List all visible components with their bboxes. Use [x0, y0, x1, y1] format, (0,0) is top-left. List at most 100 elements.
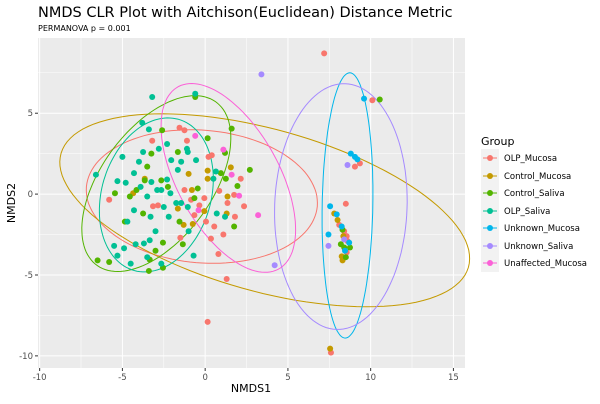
point-control-mucosa — [185, 170, 192, 177]
point-olp-saliva — [212, 168, 219, 175]
point-unaffected-mucosa — [220, 146, 227, 153]
point-unaffected-mucosa — [195, 207, 202, 214]
point-unknown-mucosa — [354, 156, 361, 163]
point-olp-mucosa — [224, 200, 231, 206]
point-control-mucosa — [180, 221, 187, 228]
point-olp-mucosa — [223, 276, 230, 283]
point-unaffected-mucosa — [228, 171, 235, 178]
point-control-saliva — [234, 183, 241, 190]
point-olp-mucosa — [196, 202, 203, 209]
legend-label: OLP_Mucosa — [504, 154, 557, 164]
point-control-mucosa — [204, 175, 211, 182]
point-olp-mucosa — [181, 127, 188, 134]
point-unknown-mucosa — [327, 203, 334, 210]
point-olp-mucosa — [241, 203, 248, 210]
point-control-saliva — [231, 223, 238, 230]
legend-title: Group — [481, 135, 515, 148]
point-unknown-mucosa — [346, 239, 353, 246]
point-olp-saliva — [168, 157, 175, 164]
point-olp-saliva — [167, 190, 174, 197]
point-unknown-saliva — [258, 71, 265, 78]
legend-key-point — [487, 260, 493, 266]
point-unknown-mucosa — [342, 247, 349, 254]
x-tick-label: 0 — [202, 373, 207, 383]
point-olp-saliva — [132, 241, 139, 248]
point-control-saliva — [228, 125, 235, 132]
ellipse-unaffected-mucosa — [160, 82, 297, 273]
point-olp-saliva — [111, 242, 118, 249]
point-unknown-saliva — [325, 242, 332, 249]
point-control-mucosa — [334, 216, 341, 223]
point-olp-saliva — [160, 204, 167, 211]
x-tick-label: 15 — [448, 373, 459, 383]
point-olp-saliva — [119, 153, 126, 160]
point-olp-saliva — [130, 170, 137, 177]
point-olp-saliva — [222, 213, 229, 220]
point-olp-saliva — [184, 204, 191, 211]
chart-title: NMDS CLR Plot with Aitchison(Euclidean) … — [38, 5, 453, 21]
point-olp-saliva — [140, 149, 147, 156]
point-control-saliva — [111, 190, 118, 197]
point-olp-mucosa — [342, 200, 349, 207]
ellipse-unknown-saliva — [274, 83, 408, 330]
point-control-saliva — [176, 218, 183, 225]
point-olp-saliva — [185, 228, 192, 235]
point-olp-saliva — [193, 157, 200, 164]
point-olp-saliva — [130, 207, 137, 214]
point-control-saliva — [376, 96, 383, 103]
point-olp-saliva — [158, 187, 165, 194]
point-control-mucosa — [327, 345, 334, 352]
point-olp-saliva — [165, 213, 172, 220]
point-olp-mucosa — [231, 191, 238, 198]
point-control-saliva — [204, 135, 211, 142]
point-olp-saliva — [114, 252, 121, 259]
point-olp-saliva — [164, 176, 171, 183]
point-olp-saliva — [174, 166, 181, 173]
point-olp-mucosa — [207, 235, 214, 242]
point-olp-mucosa — [351, 163, 358, 170]
ellipse-olp-saliva — [98, 117, 214, 273]
ellipse-olp-mucosa — [85, 129, 318, 264]
y-tick-label: 0 — [28, 190, 33, 200]
chart-subtitle: PERMANOVA p = 0.001 — [38, 24, 131, 33]
point-control-saliva — [94, 257, 101, 264]
point-olp-saliva — [121, 245, 128, 252]
point-control-saliva — [152, 247, 159, 254]
legend-key-point — [487, 173, 493, 179]
point-olp-saliva — [140, 240, 147, 247]
point-control-saliva — [222, 175, 229, 182]
point-control-saliva — [106, 259, 113, 266]
point-control-mucosa — [201, 208, 208, 215]
point-olp-saliva — [192, 90, 199, 97]
legend-label: Unaffected_Mucosa — [504, 259, 587, 269]
point-olp-saliva — [135, 158, 142, 165]
ellipse-control-saliva — [81, 95, 232, 273]
legend-label: OLP_Saliva — [504, 207, 550, 217]
point-olp-mucosa — [150, 203, 157, 210]
point-control-saliva — [179, 241, 186, 248]
point-unaffected-mucosa — [192, 132, 199, 139]
point-olp-saliva — [144, 254, 151, 261]
point-olp-saliva — [210, 175, 217, 182]
point-control-saliva — [194, 185, 201, 192]
point-control-saliva — [159, 239, 166, 246]
point-olp-saliva — [146, 237, 153, 244]
x-tick-label: 5 — [285, 373, 290, 383]
point-control-saliva — [342, 254, 349, 261]
point-olp-mucosa — [106, 196, 113, 203]
point-control-mucosa — [227, 164, 234, 171]
point-control-saliva — [174, 149, 181, 156]
point-control-saliva — [346, 244, 353, 251]
point-control-saliva — [141, 177, 148, 184]
point-olp-saliva — [124, 218, 131, 225]
point-olp-saliva — [213, 210, 220, 217]
point-control-saliva — [246, 166, 253, 173]
point-control-saliva — [217, 170, 224, 177]
point-olp-saliva — [149, 94, 156, 101]
x-tick-label: -10 — [33, 373, 47, 383]
point-olp-saliva — [148, 178, 155, 185]
point-olp-saliva — [147, 213, 154, 220]
point-olp-mucosa — [176, 124, 183, 131]
point-olp-saliva — [127, 260, 134, 267]
point-olp-mucosa — [191, 212, 198, 219]
